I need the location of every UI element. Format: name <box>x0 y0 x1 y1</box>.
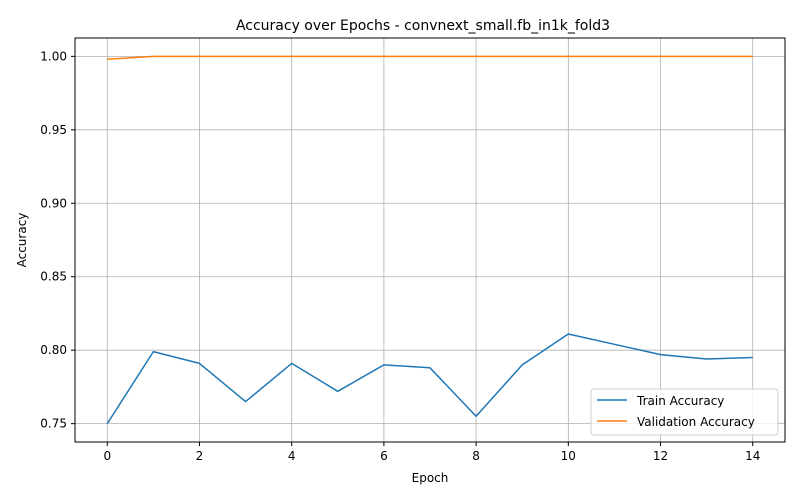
x-tick-label: 10 <box>561 449 576 463</box>
x-tick-label: 12 <box>653 449 668 463</box>
y-axis-label: Accuracy <box>15 213 29 268</box>
x-axis-ticks: 0 2 4 6 8 10 12 14 <box>103 442 760 463</box>
chart-title: Accuracy over Epochs - convnext_small.fb… <box>236 18 610 34</box>
y-tick-label: 0.85 <box>40 270 67 284</box>
x-tick-label: 14 <box>745 449 760 463</box>
series-lines <box>106 55 753 425</box>
x-tick-label: 4 <box>288 449 296 463</box>
legend-box <box>590 388 779 436</box>
series-line-validation-accuracy <box>107 55 753 61</box>
y-tick-label: 0.80 <box>40 343 67 357</box>
plot-frame <box>74 37 786 443</box>
x-tick-label: 6 <box>380 449 388 463</box>
x-axis-label: Epoch <box>412 471 449 485</box>
y-tick-label: 0.75 <box>40 417 67 431</box>
x-tick-label: 0 <box>103 449 111 463</box>
y-tick-label: 1.00 <box>40 49 67 63</box>
y-axis-ticks: 0.75 0.80 0.85 0.90 0.95 1.00 <box>40 49 75 431</box>
x-tick-label: 2 <box>196 449 204 463</box>
legend-train-label: Train Accuracy <box>636 394 724 408</box>
legend-validation-label: Validation Accuracy <box>637 415 755 429</box>
legend: Train Accuracy Validation Accuracy <box>590 388 779 436</box>
grid <box>75 38 785 442</box>
y-tick-label: 0.95 <box>40 123 67 137</box>
y-tick-label: 0.90 <box>40 196 67 210</box>
x-tick-label: 8 <box>472 449 480 463</box>
